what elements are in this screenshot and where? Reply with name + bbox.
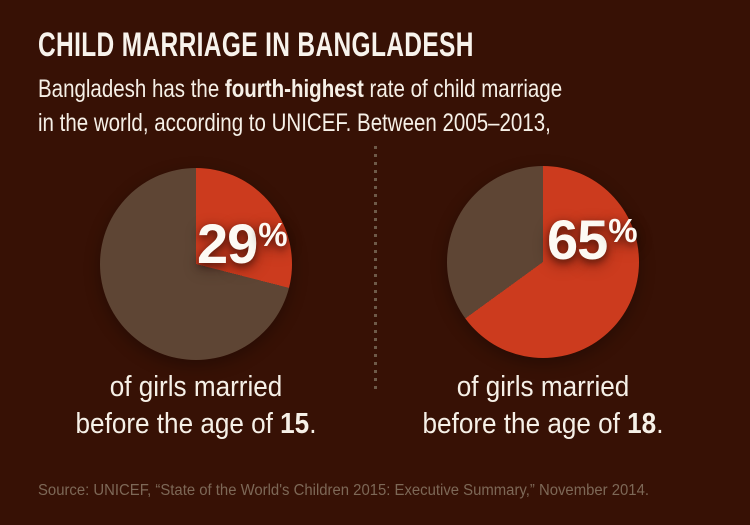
subtitle-text-pre: Bangladesh has the: [38, 75, 225, 103]
pie-chart-married-before-18: 65%: [447, 166, 639, 358]
source-attribution: Source: UNICEF, “State of the World's Ch…: [38, 482, 649, 499]
caption-line2-pre: before the age of: [422, 408, 628, 440]
page-title: CHILD MARRIAGE IN BANGLADESH: [38, 26, 474, 64]
pie-value-number: 65: [547, 208, 608, 271]
pie-value-label-29: 29%: [197, 216, 288, 272]
pie-value-label-65: 65%: [547, 212, 638, 268]
percent-sign: %: [258, 216, 288, 253]
dotted-divider: [374, 146, 377, 390]
subtitle-text-line2: in the world, according to UNICEF. Betwe…: [38, 109, 551, 137]
caption-line2-end: .: [309, 408, 317, 440]
caption-age-bold: 18: [627, 408, 657, 440]
caption-line2-end: .: [656, 408, 664, 440]
subtitle: Bangladesh has the fourth-highest rate o…: [38, 72, 562, 140]
caption-age-bold: 15: [280, 408, 310, 440]
caption-line1: of girls married: [109, 371, 283, 403]
pie-value-number: 29: [197, 212, 258, 275]
caption-before-15: of girls married before the age of 15.: [34, 369, 358, 443]
caption-line2-pre: before the age of: [75, 408, 281, 440]
caption-before-18: of girls married before the age of 18.: [381, 369, 705, 443]
pie-chart-married-before-15: 29%: [100, 168, 292, 360]
subtitle-text-post: rate of child marriage: [363, 75, 563, 103]
caption-line1: of girls married: [456, 371, 630, 403]
subtitle-text-bold: fourth-highest: [224, 75, 364, 103]
percent-sign: %: [608, 212, 638, 249]
